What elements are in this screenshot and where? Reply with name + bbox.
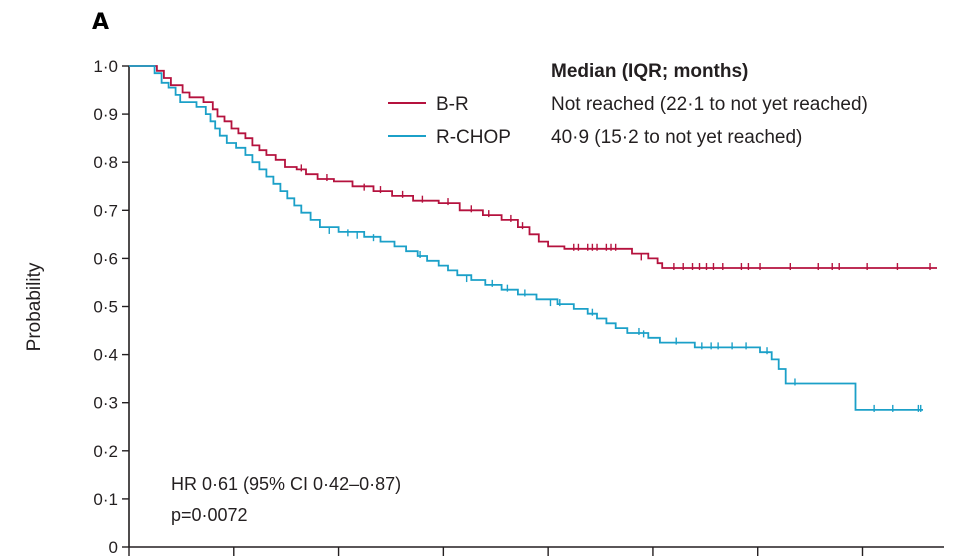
y-tick-label: 0·1 — [93, 490, 118, 509]
series-line-r-chop — [129, 65, 923, 411]
y-tick-label: 0·7 — [93, 201, 118, 220]
survival-curves — [129, 65, 937, 411]
series-line-b-r — [129, 65, 937, 269]
panel-label: A — [92, 10, 109, 35]
y-tick-label: 0·3 — [93, 394, 118, 413]
y-axis-label: Probability — [24, 262, 45, 351]
hazard-ratio-annotation: HR 0·61 (95% CI 0·42–0·87) — [171, 474, 401, 494]
legend: Median (IQR; months) B-R Not reached (22… — [388, 61, 868, 148]
y-tick-label: 0·5 — [93, 298, 118, 317]
legend-header: Median (IQR; months) — [551, 61, 748, 82]
y-tick-label: 0·2 — [93, 442, 118, 461]
legend-entry-r-chop: R-CHOP — [436, 127, 511, 148]
p-value-annotation: p=0·0072 — [171, 505, 248, 525]
y-tick-label: 0·4 — [93, 346, 118, 365]
censor-marks — [300, 164, 931, 412]
legend-median-r-chop: 40·9 (15·2 to not yet reached) — [551, 127, 802, 148]
y-tick-label: 1·0 — [93, 57, 118, 76]
y-tick-label: 0·8 — [93, 153, 118, 172]
y-tick-label: 0·9 — [93, 105, 118, 124]
axes: 0 0·1 0·2 0·3 0·4 0·5 0·6 0·7 0·8 0·9 1·0 — [93, 57, 944, 557]
legend-entry-b-r: B-R — [436, 94, 469, 115]
y-tick-label: 0 — [109, 538, 118, 557]
y-tick-label: 0·6 — [93, 249, 118, 268]
legend-median-b-r: Not reached (22·1 to not yet reached) — [551, 94, 868, 115]
